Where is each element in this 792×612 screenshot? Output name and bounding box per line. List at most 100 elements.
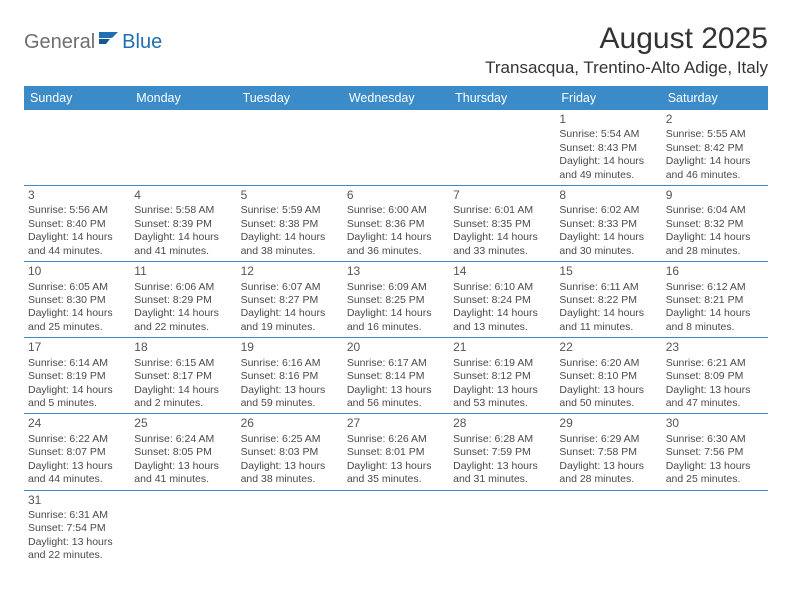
- day-number: 24: [28, 416, 126, 431]
- day-number: 16: [666, 264, 764, 279]
- empty-cell: [449, 110, 555, 185]
- daylight2-text: and 25 minutes.: [666, 473, 764, 486]
- day-cell: 8Sunrise: 6:02 AMSunset: 8:33 PMDaylight…: [555, 186, 661, 261]
- day-number: 5: [241, 188, 339, 203]
- day-cell: 30Sunrise: 6:30 AMSunset: 7:56 PMDayligh…: [662, 414, 768, 489]
- daylight1-text: Daylight: 14 hours: [241, 307, 339, 320]
- day-number: 17: [28, 340, 126, 355]
- sunset-text: Sunset: 8:27 PM: [241, 294, 339, 307]
- weekday-header: Tuesday: [237, 86, 343, 110]
- sunset-text: Sunset: 8:01 PM: [347, 446, 445, 459]
- daylight1-text: Daylight: 14 hours: [28, 231, 126, 244]
- sunrise-text: Sunrise: 5:55 AM: [666, 128, 764, 141]
- daylight1-text: Daylight: 14 hours: [347, 307, 445, 320]
- sunset-text: Sunset: 8:05 PM: [134, 446, 232, 459]
- daylight2-text: and 28 minutes.: [559, 473, 657, 486]
- daylight1-text: Daylight: 13 hours: [559, 384, 657, 397]
- daylight2-text: and 33 minutes.: [453, 245, 551, 258]
- day-number: 2: [666, 112, 764, 127]
- daylight1-text: Daylight: 13 hours: [453, 460, 551, 473]
- daylight2-text: and 8 minutes.: [666, 321, 764, 334]
- day-cell: 3Sunrise: 5:56 AMSunset: 8:40 PMDaylight…: [24, 186, 130, 261]
- day-cell: 24Sunrise: 6:22 AMSunset: 8:07 PMDayligh…: [24, 414, 130, 489]
- week-row: 10Sunrise: 6:05 AMSunset: 8:30 PMDayligh…: [24, 262, 768, 338]
- header: General Blue August 2025 Transacqua, Tre…: [24, 22, 768, 78]
- sunrise-text: Sunrise: 5:54 AM: [559, 128, 657, 141]
- daylight2-text: and 59 minutes.: [241, 397, 339, 410]
- title-block: August 2025 Transacqua, Trentino-Alto Ad…: [485, 22, 768, 78]
- empty-cell: [237, 491, 343, 566]
- sunrise-text: Sunrise: 6:26 AM: [347, 433, 445, 446]
- day-number: 12: [241, 264, 339, 279]
- daylight2-text: and 44 minutes.: [28, 473, 126, 486]
- sunrise-text: Sunrise: 6:25 AM: [241, 433, 339, 446]
- sunrise-text: Sunrise: 6:07 AM: [241, 281, 339, 294]
- day-number: 26: [241, 416, 339, 431]
- daylight1-text: Daylight: 14 hours: [453, 307, 551, 320]
- sunrise-text: Sunrise: 6:02 AM: [559, 204, 657, 217]
- daylight1-text: Daylight: 14 hours: [559, 155, 657, 168]
- daylight1-text: Daylight: 13 hours: [666, 384, 764, 397]
- empty-cell: [449, 491, 555, 566]
- weekday-header: Wednesday: [343, 86, 449, 110]
- day-number: 4: [134, 188, 232, 203]
- sunset-text: Sunset: 8:32 PM: [666, 218, 764, 231]
- sunset-text: Sunset: 8:07 PM: [28, 446, 126, 459]
- daylight1-text: Daylight: 13 hours: [666, 460, 764, 473]
- daylight1-text: Daylight: 14 hours: [134, 384, 232, 397]
- daylight1-text: Daylight: 13 hours: [241, 384, 339, 397]
- daylight1-text: Daylight: 14 hours: [28, 307, 126, 320]
- day-number: 14: [453, 264, 551, 279]
- day-number: 1: [559, 112, 657, 127]
- day-cell: 25Sunrise: 6:24 AMSunset: 8:05 PMDayligh…: [130, 414, 236, 489]
- day-cell: 26Sunrise: 6:25 AMSunset: 8:03 PMDayligh…: [237, 414, 343, 489]
- day-cell: 9Sunrise: 6:04 AMSunset: 8:32 PMDaylight…: [662, 186, 768, 261]
- day-number: 27: [347, 416, 445, 431]
- daylight1-text: Daylight: 14 hours: [241, 231, 339, 244]
- daylight2-text: and 25 minutes.: [28, 321, 126, 334]
- sunrise-text: Sunrise: 6:31 AM: [28, 509, 126, 522]
- sunset-text: Sunset: 8:38 PM: [241, 218, 339, 231]
- daylight1-text: Daylight: 14 hours: [666, 231, 764, 244]
- daylight2-text: and 35 minutes.: [347, 473, 445, 486]
- day-cell: 22Sunrise: 6:20 AMSunset: 8:10 PMDayligh…: [555, 338, 661, 413]
- day-cell: 13Sunrise: 6:09 AMSunset: 8:25 PMDayligh…: [343, 262, 449, 337]
- sunset-text: Sunset: 8:19 PM: [28, 370, 126, 383]
- sunrise-text: Sunrise: 6:11 AM: [559, 281, 657, 294]
- day-number: 25: [134, 416, 232, 431]
- sunrise-text: Sunrise: 6:24 AM: [134, 433, 232, 446]
- logo-text-blue: Blue: [122, 31, 162, 54]
- sunrise-text: Sunrise: 5:59 AM: [241, 204, 339, 217]
- week-row: 3Sunrise: 5:56 AMSunset: 8:40 PMDaylight…: [24, 186, 768, 262]
- day-number: 29: [559, 416, 657, 431]
- day-cell: 31Sunrise: 6:31 AMSunset: 7:54 PMDayligh…: [24, 491, 130, 566]
- day-number: 6: [347, 188, 445, 203]
- sunrise-text: Sunrise: 6:16 AM: [241, 357, 339, 370]
- day-cell: 18Sunrise: 6:15 AMSunset: 8:17 PMDayligh…: [130, 338, 236, 413]
- sunset-text: Sunset: 8:17 PM: [134, 370, 232, 383]
- daylight1-text: Daylight: 13 hours: [28, 536, 126, 549]
- sunrise-text: Sunrise: 6:22 AM: [28, 433, 126, 446]
- daylight2-text: and 56 minutes.: [347, 397, 445, 410]
- sunrise-text: Sunrise: 6:19 AM: [453, 357, 551, 370]
- day-cell: 1Sunrise: 5:54 AMSunset: 8:43 PMDaylight…: [555, 110, 661, 185]
- daylight2-text: and 31 minutes.: [453, 473, 551, 486]
- daylight2-text: and 5 minutes.: [28, 397, 126, 410]
- daylight1-text: Daylight: 14 hours: [134, 231, 232, 244]
- sunrise-text: Sunrise: 6:20 AM: [559, 357, 657, 370]
- location-label: Transacqua, Trentino-Alto Adige, Italy: [485, 58, 768, 78]
- sunrise-text: Sunrise: 6:04 AM: [666, 204, 764, 217]
- empty-cell: [555, 491, 661, 566]
- daylight1-text: Daylight: 13 hours: [347, 460, 445, 473]
- sunset-text: Sunset: 8:25 PM: [347, 294, 445, 307]
- week-row: 1Sunrise: 5:54 AMSunset: 8:43 PMDaylight…: [24, 110, 768, 186]
- day-number: 22: [559, 340, 657, 355]
- sunrise-text: Sunrise: 6:12 AM: [666, 281, 764, 294]
- sunset-text: Sunset: 7:54 PM: [28, 522, 126, 535]
- daylight1-text: Daylight: 13 hours: [347, 384, 445, 397]
- weekday-header: Sunday: [24, 86, 130, 110]
- day-cell: 14Sunrise: 6:10 AMSunset: 8:24 PMDayligh…: [449, 262, 555, 337]
- sunset-text: Sunset: 8:09 PM: [666, 370, 764, 383]
- day-cell: 11Sunrise: 6:06 AMSunset: 8:29 PMDayligh…: [130, 262, 236, 337]
- day-number: 8: [559, 188, 657, 203]
